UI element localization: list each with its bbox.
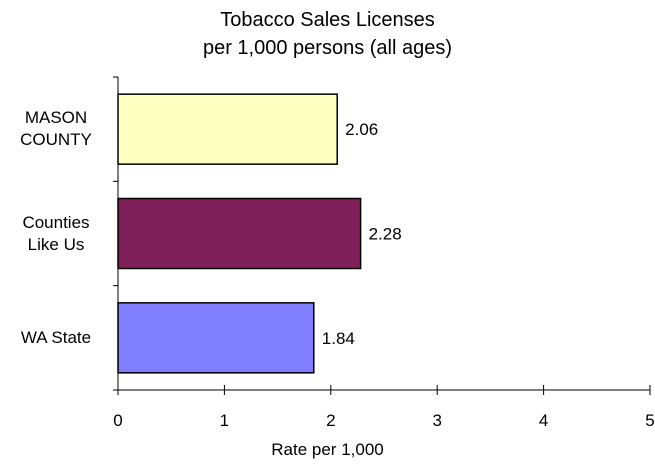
bar — [117, 197, 362, 270]
category-label-line: Counties — [22, 212, 90, 232]
category-label: Counties Like Us — [1, 212, 111, 256]
x-tick-label: 1 — [220, 411, 229, 430]
bar-value-label: 2.06 — [345, 120, 378, 139]
category-label-line: MASON — [24, 108, 88, 128]
category-label: MASON COUNTY — [1, 107, 111, 151]
x-tick-label: 3 — [432, 411, 441, 430]
chart-title: Tobacco Sales Licenses — [220, 9, 435, 31]
category-label: WA State — [1, 327, 111, 349]
category-label-line: WA State — [20, 327, 92, 347]
x-tick-label: 5 — [645, 411, 654, 430]
x-tick-label: 0 — [113, 411, 122, 430]
category-label-line: COUNTY — [20, 130, 92, 150]
bar — [117, 302, 315, 374]
x-axis-label: Rate per 1,000 — [271, 440, 384, 459]
x-tick-label: 4 — [539, 411, 548, 430]
bar — [117, 93, 338, 165]
bar-value-label: 2.28 — [369, 225, 402, 244]
bar-value-label: 1.84 — [322, 329, 355, 348]
category-label-line: Like Us — [27, 234, 85, 254]
x-tick-label: 2 — [326, 411, 335, 430]
chart-subtitle: per 1,000 persons (all ages) — [202, 37, 453, 59]
